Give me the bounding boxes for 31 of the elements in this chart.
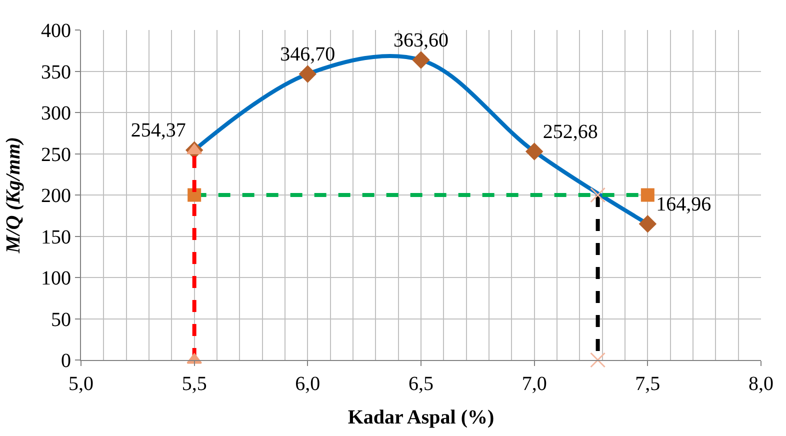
point bbox=[526, 142, 543, 160]
point bbox=[188, 188, 202, 202]
x-tick-label: 5,0 bbox=[68, 373, 94, 395]
x-axis-title: Kadar Aspal (%) bbox=[348, 406, 494, 428]
y-tick-label: 200 bbox=[41, 185, 71, 207]
point bbox=[640, 188, 654, 202]
y-tick-label: 250 bbox=[41, 144, 71, 166]
data-label: 254,37 bbox=[130, 120, 186, 142]
y-tick-label: 0 bbox=[61, 350, 71, 372]
x-tick-label: 6,0 bbox=[295, 373, 320, 395]
x-tick-label: 5,5 bbox=[182, 373, 207, 395]
y-tick-label: 100 bbox=[41, 268, 71, 290]
data-label: 346,70 bbox=[280, 43, 336, 66]
point bbox=[590, 187, 606, 203]
y-tick-label: 300 bbox=[41, 102, 71, 124]
x-tick-label: 7,5 bbox=[635, 373, 660, 395]
point bbox=[639, 215, 656, 232]
y-axis-title: M/Q (Kg/mm) bbox=[2, 136, 24, 254]
y-tick-label: 50 bbox=[51, 308, 71, 331]
point bbox=[590, 352, 606, 368]
y-tick-label: 400 bbox=[41, 20, 71, 42]
point bbox=[299, 65, 316, 83]
point bbox=[412, 51, 430, 69]
y-tick-label: 350 bbox=[41, 61, 71, 84]
y-tick-label: 150 bbox=[41, 226, 71, 248]
data-label: 252,68 bbox=[542, 121, 598, 144]
x-tick-label: 6,5 bbox=[408, 373, 434, 395]
x-tick-label: 7,0 bbox=[522, 373, 547, 395]
x-tick-label: 8,0 bbox=[748, 373, 774, 395]
data-label: 363,60 bbox=[394, 30, 448, 52]
data-label: 164,96 bbox=[656, 193, 712, 216]
